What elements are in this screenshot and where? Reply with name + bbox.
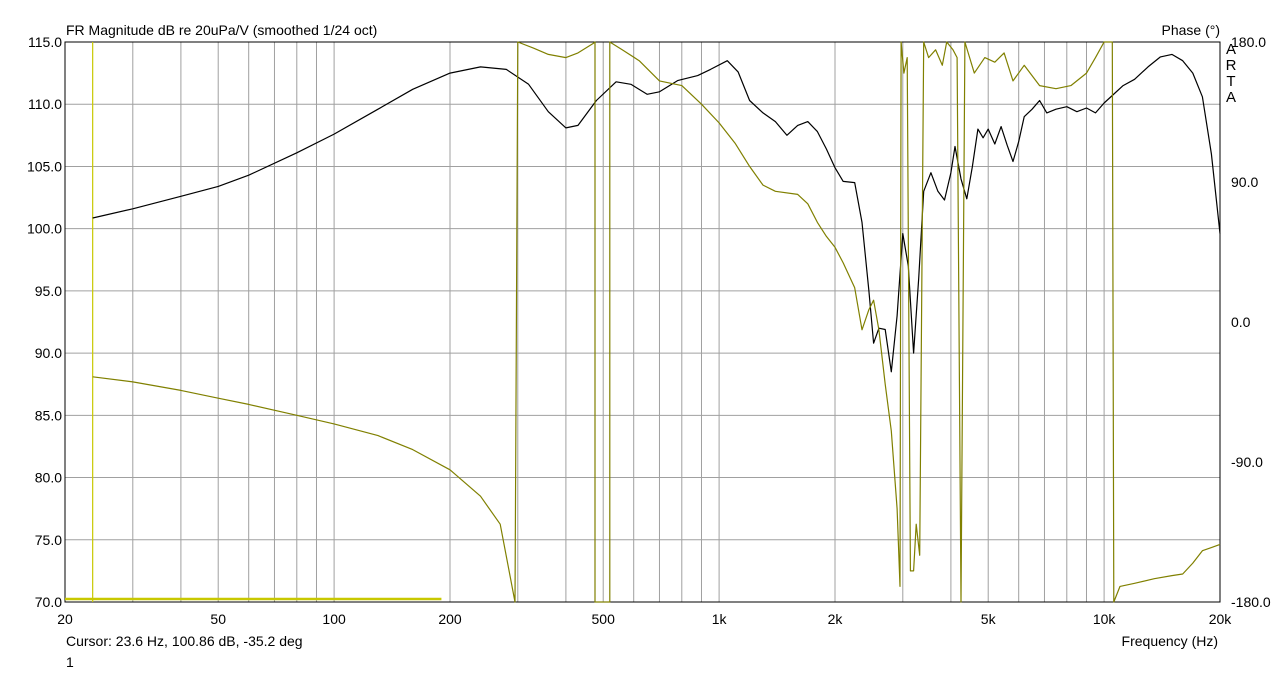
brand-letter: R bbox=[1225, 57, 1237, 74]
phase-axis-title: Phase (°) bbox=[1161, 22, 1220, 38]
y-tick-label: 80.0 bbox=[35, 470, 62, 486]
x-tick-label: 5k bbox=[981, 611, 997, 627]
x-axis-title: Frequency (Hz) bbox=[1121, 633, 1218, 649]
plot-frame bbox=[64, 41, 1221, 603]
x-tick-label: 200 bbox=[438, 611, 462, 627]
arta-brand-logo: A R T A bbox=[1224, 42, 1238, 106]
y-tick-label: 105.0 bbox=[27, 158, 62, 174]
page-number: 1 bbox=[66, 654, 74, 670]
y-tick-label: 100.0 bbox=[27, 221, 62, 237]
y-tick-label: 90.0 bbox=[35, 345, 62, 361]
x-tick-label: 50 bbox=[210, 611, 226, 627]
x-tick-label: 20k bbox=[1209, 611, 1233, 627]
y-tick-label: 70.0 bbox=[35, 594, 62, 610]
brand-letter: A bbox=[1225, 41, 1236, 58]
cursor-readout: Cursor: 23.6 Hz, 100.86 dB, -35.2 deg bbox=[66, 633, 303, 649]
y-tick-label: 115.0 bbox=[28, 34, 62, 50]
plot-area bbox=[65, 42, 1220, 602]
x-tick-label: 20 bbox=[57, 611, 73, 627]
x-tick-label: 2k bbox=[828, 611, 844, 627]
x-tick-label: 10k bbox=[1093, 611, 1117, 627]
x-tick-label: 100 bbox=[322, 611, 346, 627]
x-tick-label: 1k bbox=[712, 611, 728, 627]
y-tick-label: 75.0 bbox=[35, 532, 62, 548]
brand-letter: A bbox=[1225, 89, 1236, 106]
magnitude-series-line bbox=[92, 53, 1221, 373]
y2-tick-label: -90.0 bbox=[1231, 454, 1263, 470]
x-tick-label: 500 bbox=[592, 611, 616, 627]
y2-tick-label: -180.0 bbox=[1231, 594, 1271, 610]
y2-tick-label: 180.0 bbox=[1231, 34, 1266, 50]
y2-tick-label: 90.0 bbox=[1231, 174, 1258, 190]
phase-series-line bbox=[92, 41, 1221, 603]
chart-title: FR Magnitude dB re 20uPa/V (smoothed 1/2… bbox=[66, 22, 378, 38]
y-tick-label: 110.0 bbox=[28, 96, 62, 112]
y2-tick-label: 0.0 bbox=[1231, 314, 1251, 330]
brand-letter: T bbox=[1226, 73, 1236, 90]
y-tick-label: 85.0 bbox=[35, 407, 62, 423]
y-tick-label: 95.0 bbox=[35, 283, 62, 299]
